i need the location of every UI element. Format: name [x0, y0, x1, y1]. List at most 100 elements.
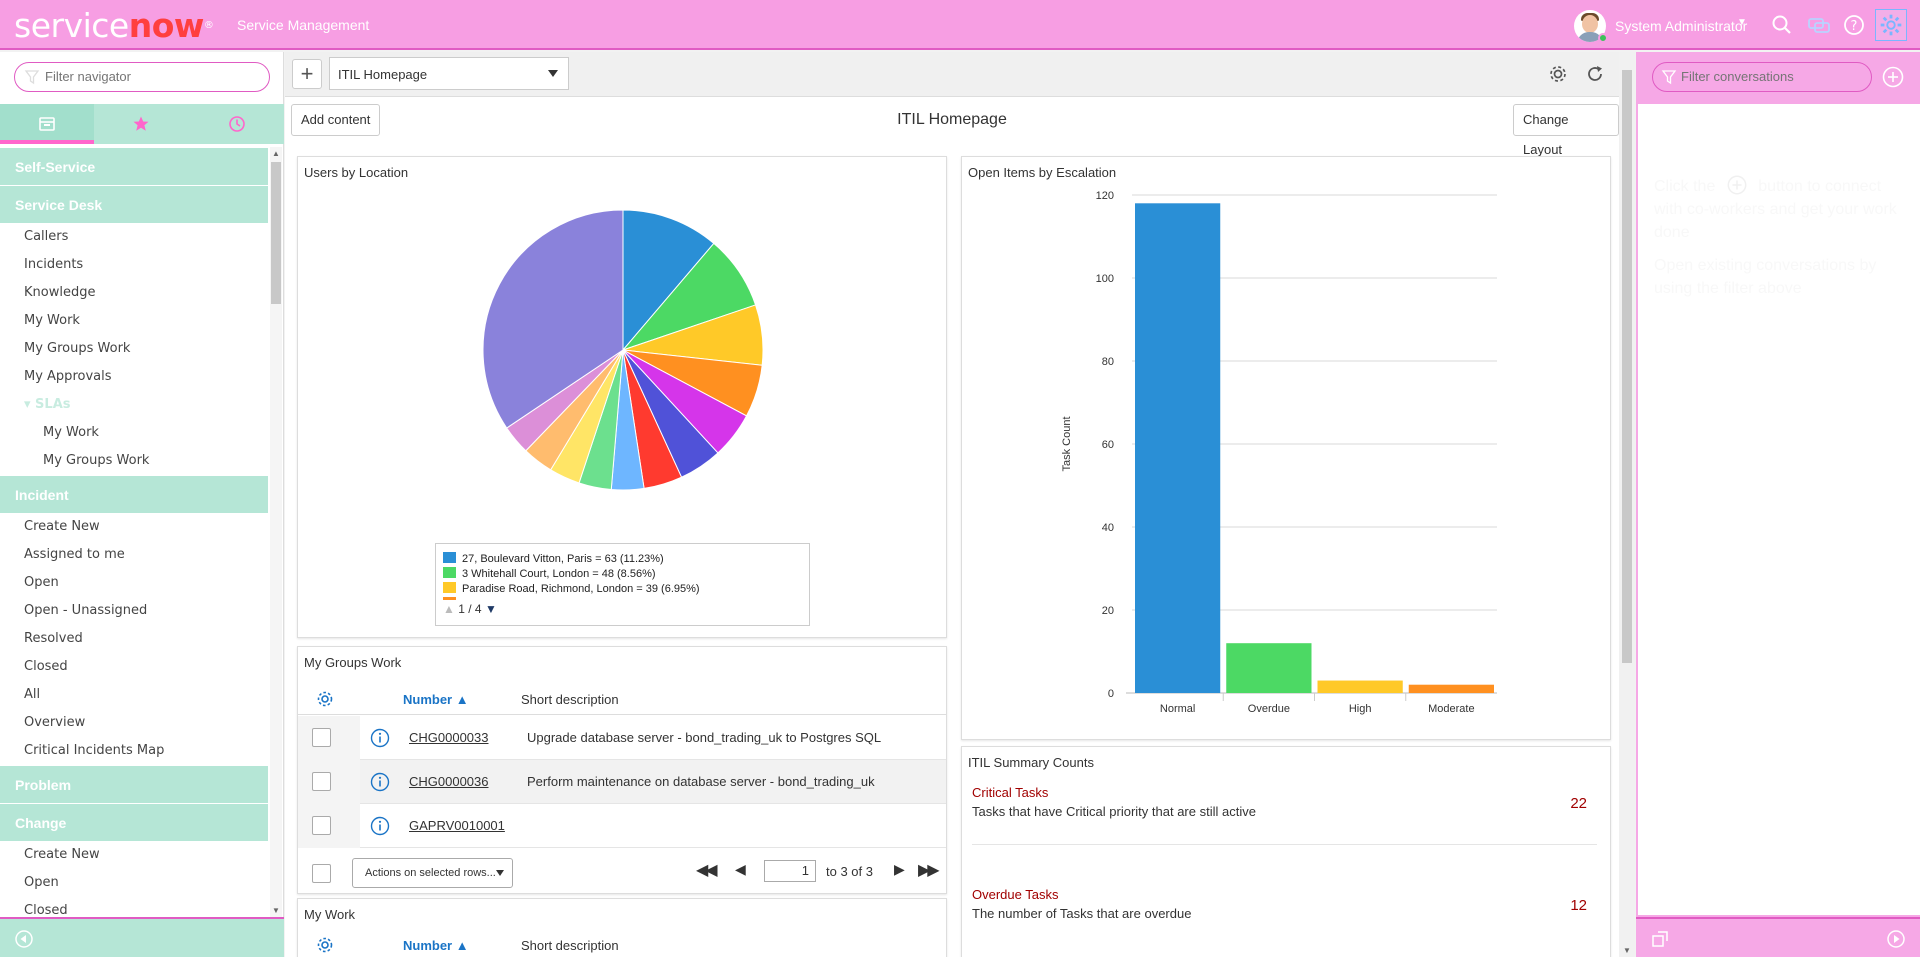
y-tick-label: 120 [1096, 190, 1114, 202]
nav-item[interactable]: Knowledge [24, 285, 96, 300]
user-menu-caret-icon[interactable]: ▼ [1737, 17, 1747, 28]
nav-item[interactable]: Create New [24, 519, 100, 534]
conversations-filter[interactable] [1652, 62, 1872, 92]
tab-history[interactable] [190, 104, 284, 144]
page-range-text: to 3 of 3 [826, 864, 873, 879]
tab-favorites[interactable] [94, 104, 188, 144]
add-conversation-icon[interactable] [1881, 65, 1905, 89]
bar-overdue[interactable] [1226, 643, 1312, 693]
refresh-icon[interactable] [1583, 62, 1607, 86]
column-number[interactable]: Number ▲ [403, 692, 469, 707]
nav-item[interactable]: Callers [24, 229, 69, 244]
system-settings-button[interactable] [1875, 9, 1907, 41]
table-row: CHG0000033 Upgrade database server - bond… [298, 716, 946, 760]
list-settings-gear-icon[interactable] [315, 935, 335, 955]
column-number[interactable]: Number ▲ [403, 938, 469, 953]
select-all-checkbox[interactable] [312, 864, 331, 883]
navigator-filter[interactable] [14, 62, 270, 92]
nav-section[interactable]: Incident [0, 475, 268, 513]
homepage-settings-gear-icon[interactable] [1546, 62, 1570, 86]
servicenow-logo[interactable]: servicenow® [14, 6, 214, 45]
bar-normal[interactable] [1135, 203, 1221, 694]
navigator-scrollbar[interactable]: ▲ ▼ [270, 147, 282, 917]
nav-item[interactable]: Open [24, 575, 59, 590]
pie-slice[interactable] [622, 209, 715, 352]
conversations-filter-input[interactable] [1681, 69, 1861, 84]
record-number-link[interactable]: CHG0000036 [409, 774, 489, 789]
page-number-input[interactable]: 1 [764, 860, 816, 882]
column-short-description[interactable]: Short description [521, 692, 619, 707]
users-by-location-pie-chart [482, 209, 764, 491]
summary-overdue-tasks[interactable]: Overdue Tasks The number of Tasks that a… [972, 887, 1597, 947]
nav-section[interactable]: Change [0, 803, 268, 841]
legend-prev-arrow-icon[interactable]: ▲ [443, 602, 455, 616]
add-homepage-button[interactable]: + [292, 59, 322, 89]
add-content-button[interactable]: Add content [291, 104, 381, 136]
homepage-toolbar: + ITIL Homepage [285, 52, 1635, 97]
nav-item[interactable]: Critical Incidents Map [24, 743, 165, 758]
bar-high[interactable] [1317, 680, 1403, 693]
nav-item[interactable]: ▾ SLAs [24, 397, 71, 412]
actions-on-selected-rows-select[interactable]: Actions on selected rows... [352, 858, 513, 888]
main-scrollbar[interactable]: ▼ [1619, 52, 1635, 957]
nav-item[interactable]: All [24, 687, 41, 702]
row-checkbox[interactable] [312, 816, 331, 835]
nav-item[interactable]: Closed [24, 903, 68, 917]
preview-info-icon[interactable] [370, 772, 390, 792]
user-menu-name[interactable]: System Administrator [1615, 18, 1748, 34]
nav-item[interactable]: Overview [24, 715, 86, 730]
nav-item[interactable]: Incidents [24, 257, 84, 272]
nav-section[interactable]: Self-Service [0, 147, 268, 185]
nav-item[interactable]: My Work [43, 425, 99, 440]
preview-info-icon[interactable] [370, 728, 390, 748]
nav-item[interactable]: Open [24, 875, 59, 890]
filter-icon [24, 70, 40, 85]
user-avatar[interactable] [1574, 10, 1606, 42]
table-row: CHG0000036 Perform maintenance on databas… [298, 760, 946, 804]
y-axis-label: Task Count [1061, 416, 1073, 471]
collapse-navigator-icon[interactable] [14, 929, 34, 949]
navigator-tabs [0, 104, 284, 144]
nav-section[interactable]: Problem [0, 765, 268, 803]
record-number-link[interactable]: GAPRV0010001 [409, 818, 505, 833]
nav-item[interactable]: Closed [24, 659, 68, 674]
nav-item[interactable]: My Work [24, 313, 80, 328]
record-number-link[interactable]: CHG0000033 [409, 730, 489, 745]
previous-page-icon[interactable]: ◀ [735, 861, 746, 877]
pie-slice[interactable] [482, 209, 624, 429]
pop-out-icon[interactable] [1650, 929, 1670, 949]
help-icon[interactable]: ? [1841, 12, 1867, 38]
nav-item[interactable]: My Approvals [24, 369, 112, 384]
legend-item[interactable]: 3 Whitehall Court, London = 48 (8.56%) [443, 567, 656, 582]
preview-info-icon[interactable] [370, 816, 390, 836]
connect-chat-icon[interactable] [1806, 12, 1832, 38]
legend-item[interactable]: Paradise Road, Richmond, London = 39 (6.… [443, 582, 700, 597]
change-layout-button[interactable]: Change Layout [1513, 104, 1619, 157]
nav-item[interactable]: Create New [24, 847, 100, 862]
nav-section[interactable]: Service Desk [0, 185, 268, 223]
connect-help-message-2: Open existing conversations by using the… [1654, 257, 1877, 297]
legend-next-arrow-icon[interactable]: ▼ [484, 602, 497, 616]
last-page-icon[interactable]: ▶▶ [918, 862, 940, 879]
tab-all-applications[interactable] [0, 104, 94, 144]
collapse-connect-icon[interactable] [1886, 929, 1906, 949]
nav-item[interactable]: Assigned to me [24, 547, 125, 562]
column-short-description[interactable]: Short description [521, 938, 619, 953]
summary-description: Tasks that have Critical priority that a… [972, 804, 1256, 819]
row-checkbox[interactable] [312, 772, 331, 791]
homepage-select[interactable]: ITIL Homepage [329, 57, 569, 90]
navigator-filter-input[interactable] [45, 69, 260, 84]
row-checkbox[interactable] [312, 728, 331, 747]
nav-item[interactable]: Resolved [24, 631, 83, 646]
next-page-icon[interactable]: ▶ [894, 861, 905, 877]
legend-item[interactable]: 27, Boulevard Vitton, Paris = 63 (11.23%… [443, 552, 664, 567]
nav-item[interactable]: My Groups Work [43, 453, 150, 468]
nav-item[interactable]: Open - Unassigned [24, 603, 148, 618]
list-settings-gear-icon[interactable] [315, 689, 335, 709]
chevron-down-icon [496, 870, 504, 876]
summary-critical-tasks[interactable]: Critical Tasks Tasks that have Critical … [972, 785, 1597, 845]
first-page-icon[interactable]: ◀◀ [696, 862, 718, 879]
global-search-icon[interactable] [1769, 12, 1795, 38]
bar-moderate[interactable] [1408, 684, 1494, 693]
nav-item[interactable]: My Groups Work [24, 341, 131, 356]
